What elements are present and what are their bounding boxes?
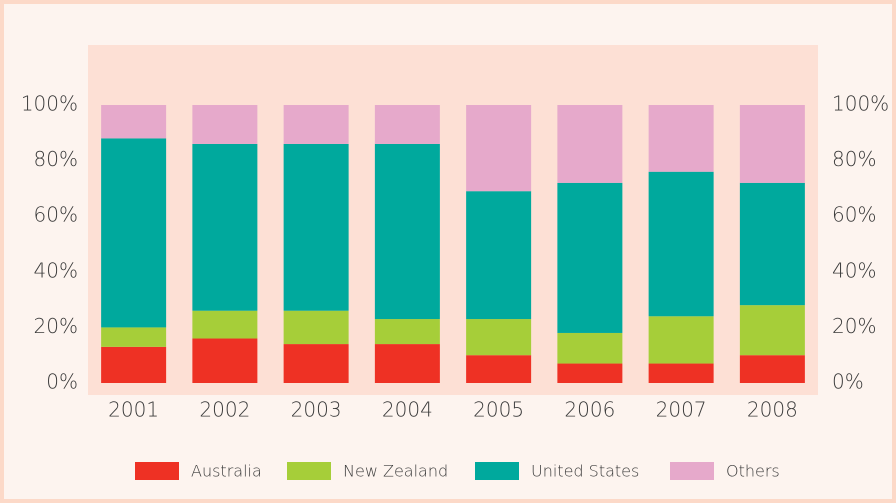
y-tick-label: 100% [21,92,78,116]
bar-segment [739,105,805,183]
x-tick-label: 2006 [564,398,615,422]
legend-swatch [670,462,714,480]
bar-segment [374,105,440,144]
bar-segment [648,363,714,383]
y-tick-label: 80% [34,147,78,171]
y2-tick-label: 100% [832,92,889,116]
bar-segment [101,346,167,383]
y-tick-label: 60% [34,203,78,227]
legend-label: Australia [191,462,262,481]
x-tick-label: 2002 [199,398,250,422]
bar-segment [648,105,714,172]
bar-segment [739,182,805,306]
bar-segment [557,182,623,333]
legend-label: Others [726,462,780,481]
y2-tick-label: 20% [832,314,876,338]
y-tick-label: 20% [34,314,78,338]
bar-segment [466,191,532,320]
legend-swatch [135,462,179,480]
bar-segment [101,105,167,139]
x-tick-label: 2003 [291,398,342,422]
bar-segment [739,355,805,383]
bar-segment [557,105,623,183]
legend-label: New Zealand [343,462,448,481]
x-tick-label: 2004 [382,398,433,422]
bar-segment [101,327,167,347]
y2-tick-label: 0% [832,370,864,394]
bar-segment [192,143,258,311]
x-tick-label: 2007 [656,398,707,422]
bar-segment [374,319,440,345]
x-tick-label: 2008 [747,398,798,422]
y-tick-label: 0% [46,370,78,394]
bar-segment [557,332,623,364]
y-tick-label: 40% [34,258,78,282]
bar-segment [466,355,532,383]
x-tick-label: 2005 [473,398,524,422]
bar-segment [283,344,349,383]
bar-segment [374,143,440,320]
legend-swatch [475,462,519,480]
legend-swatch [287,462,331,480]
bar-segment [283,310,349,345]
bar-segment [466,319,532,356]
bar-segment [739,305,805,356]
bar-segment [101,138,167,328]
bar-segment [557,363,623,383]
x-tick-label: 2001 [108,398,159,422]
bar-segment [283,143,349,311]
bar-segment [192,105,258,144]
y2-tick-label: 80% [832,147,876,171]
bar-segment [648,316,714,364]
bar-segment [466,105,532,192]
y2-tick-label: 40% [832,258,876,282]
legend-label: United States [531,462,639,481]
y2-tick-label: 60% [832,203,876,227]
bar-segment [192,338,258,383]
bar-segment [648,171,714,317]
bar-segment [192,310,258,339]
bar-segment [283,105,349,144]
bar-segment [374,344,440,383]
